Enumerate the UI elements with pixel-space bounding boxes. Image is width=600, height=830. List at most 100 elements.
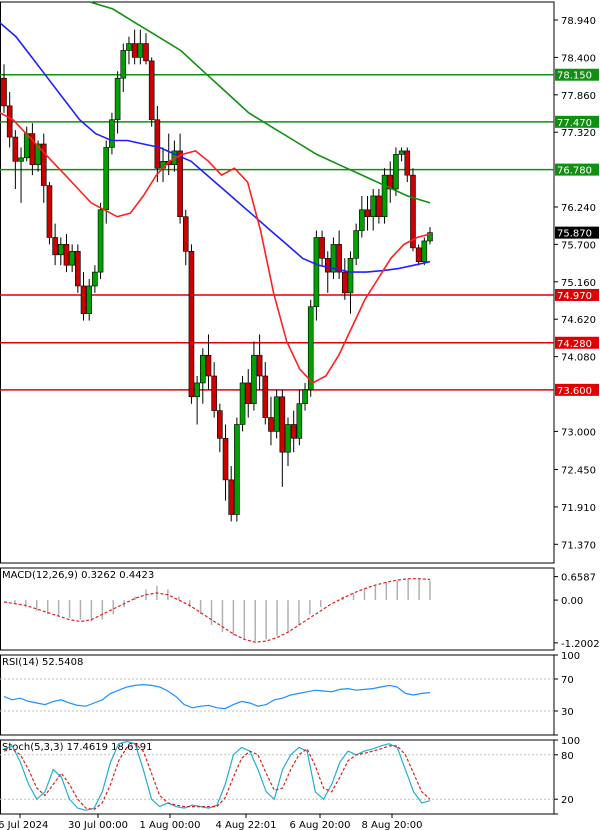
candle-bear xyxy=(148,60,155,121)
candle-bear xyxy=(52,237,58,256)
price-tick-label: 75.160 xyxy=(561,278,596,289)
candle-bull xyxy=(200,354,206,384)
candle-bear xyxy=(217,410,223,439)
price-tick-label: 73.000 xyxy=(561,427,596,438)
candle-bull xyxy=(194,382,200,398)
candle-bear xyxy=(63,244,70,266)
candle-bull xyxy=(18,157,24,162)
price-tick-label: 78.940 xyxy=(561,16,596,27)
resistance-level-tag-bg xyxy=(555,163,599,176)
candle-bull xyxy=(427,232,433,242)
resistance-level-tag-bg xyxy=(555,115,599,128)
rsi-label: RSI(14) 52.5408 xyxy=(2,657,83,668)
macd-signal-line xyxy=(3,578,431,643)
macd-tick-label: -1.2002 xyxy=(561,639,600,650)
current-price-tag-label: 75.870 xyxy=(557,229,592,240)
candle-bear xyxy=(262,375,269,418)
candle-bear xyxy=(268,417,274,432)
candle-bear xyxy=(319,237,325,259)
macd-tick-label: 0.6587 xyxy=(561,573,596,584)
candle-bull xyxy=(126,43,132,51)
candle-bull xyxy=(35,143,41,166)
stoch-d-line xyxy=(3,742,431,811)
candle-bull xyxy=(302,389,308,405)
candle-bear xyxy=(1,77,7,107)
candle-bull xyxy=(251,354,257,405)
candle-bear xyxy=(324,257,331,273)
stoch-tick-label: 80 xyxy=(561,751,574,762)
candle-bear xyxy=(177,150,183,218)
price-tick-label: 74.620 xyxy=(561,315,596,326)
candle-bull xyxy=(137,43,144,58)
candle-bear xyxy=(154,119,161,169)
price-panel-frame xyxy=(0,1,555,564)
macd-label: MACD(12,26,9) 0.3262 0.4423 xyxy=(2,570,154,581)
candle-bull xyxy=(370,195,377,218)
price-tick-label: 76.240 xyxy=(561,203,596,214)
candle-bull xyxy=(398,150,405,155)
support-level-tag-bg xyxy=(555,288,599,301)
support-level-tag-bg xyxy=(555,336,599,349)
candle-bear xyxy=(404,150,411,176)
candle-bear xyxy=(415,247,422,263)
candle-bull xyxy=(285,424,291,453)
resistance-level-tag-bg xyxy=(555,68,599,81)
price-tick-label: 77.860 xyxy=(561,91,596,102)
candle-bear xyxy=(188,251,195,398)
fast-moving-average xyxy=(0,112,431,384)
rsi-panel-frame xyxy=(0,654,555,736)
candle-bear xyxy=(222,438,229,481)
support-level-tag-label: 74.970 xyxy=(557,291,592,302)
candle-bear xyxy=(6,105,13,138)
support-level-tag-label: 74.280 xyxy=(557,339,592,350)
x-tick-label: 26 Jul 2024 xyxy=(0,820,48,830)
candle-bear xyxy=(211,375,217,411)
mid-moving-average xyxy=(0,22,431,273)
candle-bull xyxy=(92,271,98,287)
macd-panel-frame xyxy=(0,567,555,651)
candle-bear xyxy=(143,43,149,62)
resistance-level-tag-label: 78.150 xyxy=(557,71,592,82)
candle-bear xyxy=(75,251,81,287)
candle-bull xyxy=(353,230,359,259)
x-tick-label: 1 Aug 00:00 xyxy=(139,820,200,830)
candle-bear xyxy=(12,136,19,162)
candle-bear xyxy=(256,354,263,377)
candle-bull xyxy=(69,251,75,266)
rsi-tick-label: 30 xyxy=(561,707,574,718)
candle-bull xyxy=(313,237,320,308)
candle-bear xyxy=(228,479,234,515)
candle-bull xyxy=(359,209,365,231)
candle-bull xyxy=(103,147,110,211)
candle-bull xyxy=(330,244,337,273)
candle-bull xyxy=(234,424,240,515)
stoch-label: Stoch(5,3,3) 17.4619 18.6191 xyxy=(2,742,153,753)
candle-bear xyxy=(387,174,394,190)
resistance-level-tag-label: 77.470 xyxy=(557,118,592,129)
candle-bull xyxy=(421,240,428,263)
stoch-panel-frame xyxy=(0,739,555,815)
x-tick-label: 6 Aug 20:00 xyxy=(289,820,350,830)
x-tick-label: 30 Jul 00:00 xyxy=(68,820,128,830)
support-level-tag-bg xyxy=(555,383,599,396)
candle-bear xyxy=(290,424,297,439)
price-tick-label: 75.700 xyxy=(561,240,596,251)
resistance-level-tag-label: 76.780 xyxy=(557,166,592,177)
candle-bear xyxy=(245,382,252,405)
macd-tick-label: 0.00 xyxy=(561,596,583,607)
candle-bear xyxy=(205,354,212,377)
stoch-tick-label: 100 xyxy=(561,736,580,747)
candle-bear xyxy=(376,195,382,218)
candle-bull xyxy=(273,396,280,432)
candle-bull xyxy=(393,154,399,190)
x-tick-label: 4 Aug 22:01 xyxy=(215,820,276,830)
candle-bear xyxy=(46,185,53,238)
candle-bear xyxy=(410,174,416,249)
candle-bear xyxy=(341,271,348,294)
price-tick-label: 71.370 xyxy=(561,540,596,551)
candle-bull xyxy=(97,209,104,273)
candle-bear xyxy=(364,209,371,218)
candle-bear xyxy=(80,285,87,314)
candle-bull xyxy=(307,306,314,391)
